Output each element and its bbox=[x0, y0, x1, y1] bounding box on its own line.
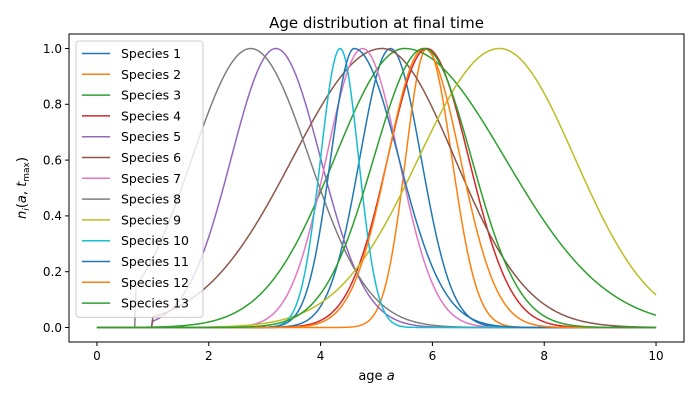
x-tick-label: 10 bbox=[648, 349, 663, 363]
legend-label: Species 10 bbox=[121, 233, 189, 248]
legend-label: Species 11 bbox=[121, 254, 189, 269]
legend-label: Species 2 bbox=[121, 67, 181, 82]
legend-label: Species 12 bbox=[121, 275, 189, 290]
x-axis-ticks: 0 2 4 6 8 10 bbox=[93, 342, 664, 363]
y-axis-label: ni(a, tmax) bbox=[15, 157, 32, 219]
y-tick-label: 0.0 bbox=[43, 321, 62, 335]
x-axis-label-text: age bbox=[358, 369, 386, 384]
legend-label: Species 3 bbox=[121, 88, 181, 103]
legend-label: Species 7 bbox=[121, 171, 181, 186]
chart-title: Age distribution at final time bbox=[269, 14, 484, 32]
legend: Species 1 Species 2 Species 3 Species 4 Spec… bbox=[75, 40, 204, 318]
legend-label: Species 8 bbox=[121, 192, 181, 207]
plot-frame bbox=[68, 33, 685, 343]
y-axis-label-age: a bbox=[15, 195, 30, 203]
y-tick-label: 0.8 bbox=[43, 98, 62, 112]
x-axis-label-variable: a bbox=[387, 369, 395, 384]
y-axis-label-close: ) bbox=[15, 157, 30, 162]
y-tick-label: 1.0 bbox=[43, 42, 62, 56]
x-tick-label: 4 bbox=[317, 349, 325, 363]
legend-label: Species 5 bbox=[121, 129, 181, 144]
y-tick-label: 0.6 bbox=[43, 153, 62, 167]
y-axis-label-open: ( bbox=[15, 203, 30, 208]
y-axis-ticks: 0.0 0.2 0.4 0.6 0.8 1.0 bbox=[43, 42, 69, 335]
y-axis-label-time: t bbox=[15, 181, 30, 187]
y-axis-label-comma: , bbox=[15, 187, 30, 195]
y-tick-label: 0.2 bbox=[43, 265, 62, 279]
series-line-13 bbox=[96, 47, 657, 329]
legend-label: Species 4 bbox=[121, 108, 181, 123]
x-tick-label: 8 bbox=[540, 349, 548, 363]
x-axis-label: age a bbox=[358, 369, 394, 384]
y-tick-label: 0.4 bbox=[43, 209, 62, 223]
legend-label: Species 1 bbox=[121, 46, 181, 61]
y-axis-label-max: max bbox=[22, 161, 32, 181]
x-tick-label: 6 bbox=[429, 349, 437, 363]
y-axis-label-symbol: n bbox=[15, 211, 30, 219]
x-tick-label: 0 bbox=[93, 349, 101, 363]
x-tick-label: 2 bbox=[205, 349, 213, 363]
legend-box bbox=[75, 40, 204, 318]
legend-label: Species 13 bbox=[121, 296, 189, 311]
y-axis-label-subscript: i bbox=[22, 208, 32, 211]
legend-label: Species 9 bbox=[121, 212, 181, 227]
legend-label: Species 6 bbox=[121, 150, 181, 165]
